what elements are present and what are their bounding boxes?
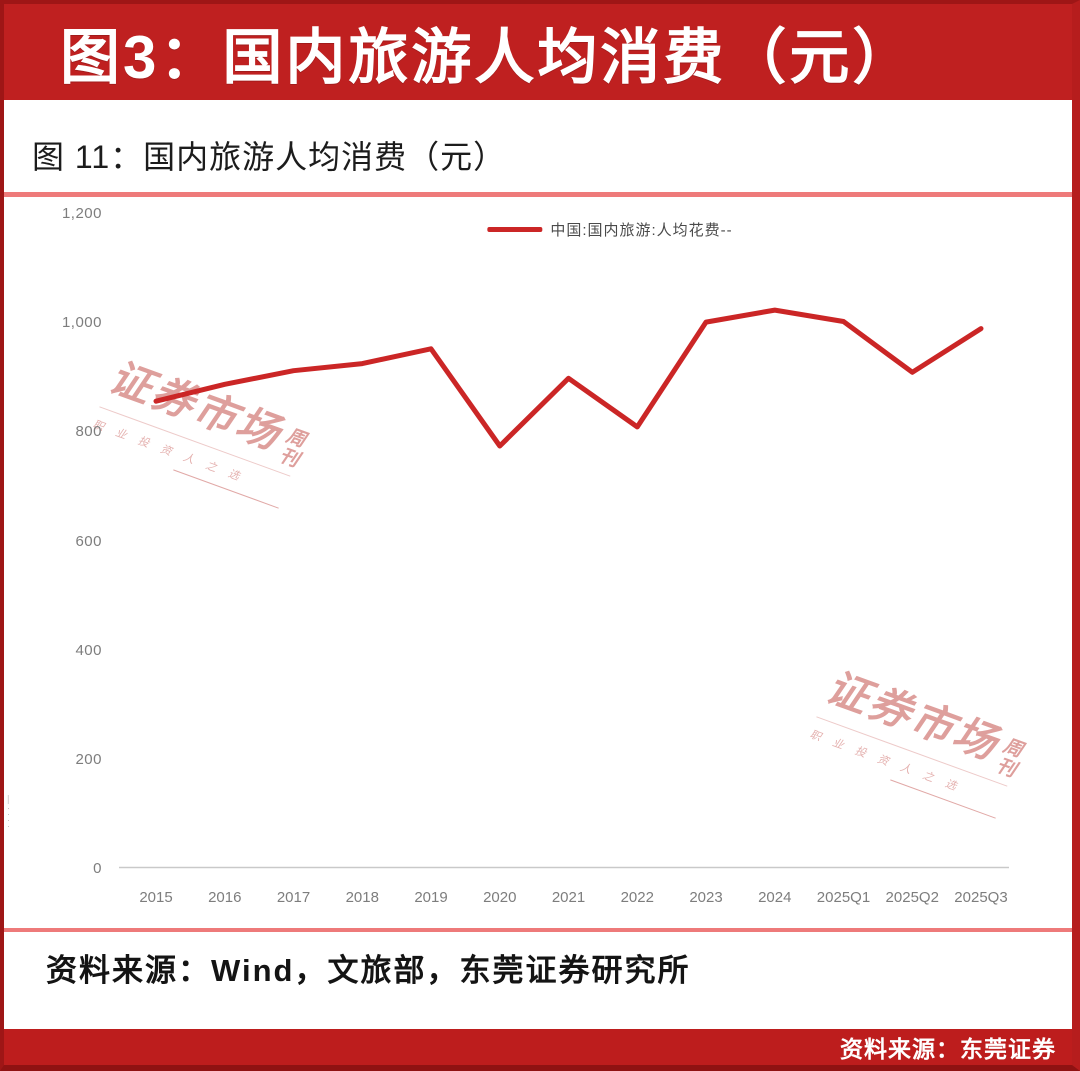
series-line <box>153 307 984 449</box>
x-tick-label: 2016 <box>208 889 242 906</box>
y-tick-label: 0 <box>93 860 102 877</box>
x-tick-label: 2017 <box>276 889 311 906</box>
chart-bottom-separator-line <box>4 928 1072 932</box>
spacer <box>4 1002 1072 1029</box>
x-tick-label: 2021 <box>551 889 586 906</box>
x-tick-label: 2023 <box>689 889 723 906</box>
title-separator-line <box>4 192 1072 197</box>
x-tick-label: 2018 <box>345 889 379 906</box>
figure-title: 图 11：国内旅游人均消费（元） <box>32 139 507 175</box>
x-tick-label: 2024 <box>758 889 792 906</box>
x-tick-label: 2020 <box>483 889 517 906</box>
x-tick-label: 2025Q3 <box>954 889 1008 906</box>
legend-label: 中国:国内旅游:人均花费-- <box>550 222 733 239</box>
legend-line-swatch <box>487 227 543 232</box>
x-tick-label: 2019 <box>414 889 448 906</box>
y-tick-label: 600 <box>75 532 102 550</box>
x-tick-label: 2022 <box>620 889 654 906</box>
x-tick-label: 2015 <box>139 889 173 906</box>
plot-svg <box>119 307 1009 869</box>
top-banner: 图3：国内旅游人均消费（元） <box>4 4 1072 100</box>
y-tick-label: 1,200 <box>61 205 102 222</box>
line-chart: 证券市场 周刊 职业投资人之选 证券市场 周刊 职业投资人之选 中国:国内旅游:… <box>4 197 1072 928</box>
x-tick-label: 2025Q2 <box>885 889 939 906</box>
y-tick-label: 800 <box>75 423 102 441</box>
chart-legend: 中国:国内旅游:人均花费-- <box>487 219 732 240</box>
y-tick-label: 1,000 <box>61 314 102 332</box>
footer-source-label: 资料来源：东莞证券 <box>840 1036 1056 1062</box>
source-note-row: 资料来源：Wind，文旅部，东莞证券研究所 <box>4 932 1072 1002</box>
y-tick-label: 200 <box>75 750 102 768</box>
left-edge-fineprint: —···· <box>4 795 14 831</box>
footer-source-bar: 资料来源：东莞证券 <box>4 1029 1072 1065</box>
source-note: 资料来源：Wind，文旅部，东莞证券研究所 <box>46 952 691 988</box>
x-tick-label: 2025Q1 <box>816 889 871 906</box>
banner-title: 图3：国内旅游人均消费（元） <box>60 23 916 91</box>
figure-title-row: 图 11：国内旅游人均消费（元） <box>4 100 1072 192</box>
y-tick-label: 400 <box>75 641 102 659</box>
